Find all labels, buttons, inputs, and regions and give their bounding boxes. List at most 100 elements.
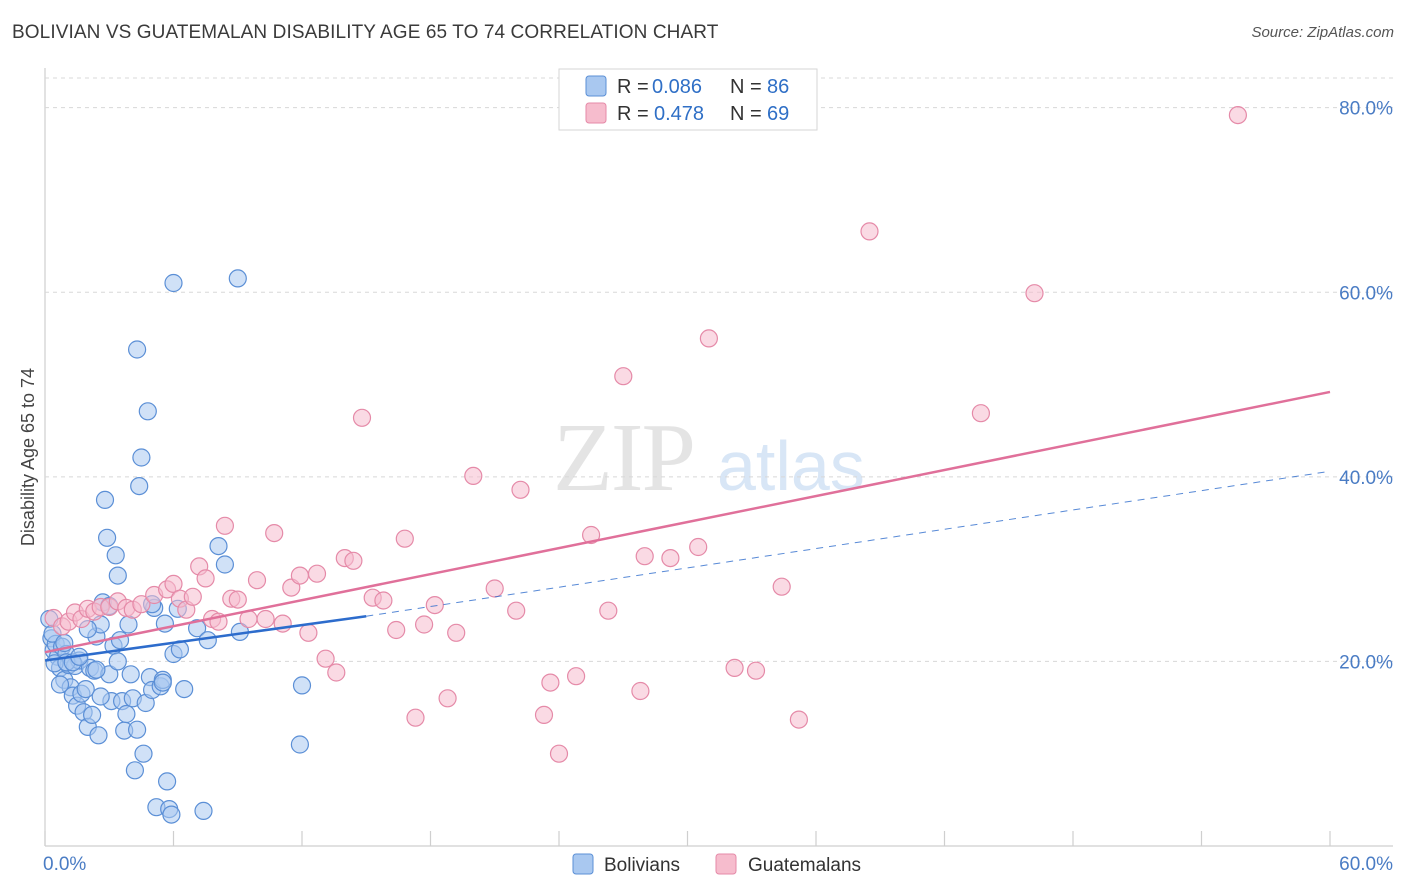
guatemalan-point-43 [395, 529, 414, 548]
y-tick-label-20: 20.0% [1339, 652, 1393, 673]
guatemalan-point-64 [699, 329, 719, 348]
guatemalan-point-71 [1025, 284, 1044, 303]
guatemalan-point-49 [464, 466, 483, 485]
gridlines [45, 77, 1393, 662]
guatemalan-point-68 [789, 710, 809, 729]
y-tick-label-80: 80.0% [1339, 99, 1393, 120]
bolivian-point-79 [87, 660, 106, 679]
guatemalan-point-65 [725, 658, 744, 678]
bolivian-point-85 [50, 675, 70, 694]
bolivian-point-32 [108, 566, 127, 585]
guatemalan-point-53 [534, 705, 554, 725]
x-tick-marks [44, 831, 1331, 846]
watermark: ZIP atlas [553, 404, 865, 512]
stats-legend-r-value-guatemalan: 0.478 [654, 103, 704, 125]
stats-legend-n-label-guatemalan: N = [730, 103, 762, 125]
legend-label-bolivians[interactable]: Bolivians [604, 855, 680, 876]
bolivian-trend-extension [366, 470, 1331, 617]
bolivian-point-41 [128, 720, 147, 739]
guatemalan-point-72 [1228, 105, 1248, 125]
bolivian-point-38 [121, 665, 140, 684]
stats-legend-swatch-bolivian [585, 75, 607, 97]
y-tick-label-60: 60.0% [1339, 283, 1393, 304]
y-tick-label-40: 40.0% [1339, 468, 1393, 489]
guatemalan-point-46 [425, 595, 444, 615]
trend-lines [44, 390, 1331, 662]
stats-legend-n-value-guatemalan: 69 [767, 103, 789, 125]
legend-swatch-bolivians[interactable] [572, 853, 594, 875]
bolivian-point-36 [117, 704, 136, 724]
guatemalan-point-62 [661, 548, 680, 568]
guatemalan-point-48 [447, 623, 466, 642]
guatemalan-point-59 [614, 367, 633, 386]
bolivian-point-61 [188, 619, 207, 638]
guatemalan-point-29 [265, 523, 284, 543]
guatemalan-point-12 [132, 595, 151, 614]
guatemalan-point-35 [316, 649, 335, 668]
x-tick-label-max: 60.0% [1339, 854, 1393, 875]
guatemalan-point-63 [689, 537, 708, 557]
stats-legend: R = 0.086 N = 86 R = 0.478 N = 69 [558, 68, 818, 131]
bolivian-point-71 [292, 676, 312, 695]
watermark-zip: ZIP [553, 404, 694, 512]
guatemalan-point-44 [406, 708, 425, 727]
guatemalan-point-70 [971, 404, 991, 423]
bolivian-point-54 [158, 772, 177, 791]
bolivian-point-27 [97, 528, 117, 547]
stats-legend-n-label-bolivian: N = [730, 76, 762, 98]
bolivian-point-33 [110, 631, 130, 650]
stats-legend-r-label-bolivian: R = [617, 76, 649, 98]
guatemalan-point-38 [344, 551, 363, 570]
stats-legend-r-value-bolivian: 0.086 [652, 76, 702, 98]
guatemalan-point-69 [860, 222, 879, 241]
bolivian-point-67 [128, 340, 147, 359]
guatemalan-point-51 [507, 601, 526, 620]
bolivian-point-63 [198, 631, 217, 650]
bolivian-points [40, 269, 312, 824]
source-credit: Source: ZipAtlas.com [1251, 24, 1394, 41]
stats-legend-r-label-guatemalan: R = [617, 103, 649, 125]
guatemalan-point-45 [415, 615, 434, 634]
guatemalan-point-52 [511, 480, 530, 499]
stats-legend-n-value-bolivian: 86 [767, 76, 789, 98]
bolivian-point-62 [194, 801, 213, 821]
guatemalan-point-54 [541, 673, 560, 692]
bolivian-point-60 [175, 679, 194, 699]
legend-swatch-guatemalans[interactable] [715, 853, 737, 875]
guatemalan-point-50 [485, 579, 504, 598]
bolivian-point-40 [125, 761, 144, 780]
bolivian-point-31 [106, 546, 125, 565]
bolivian-point-56 [162, 805, 181, 824]
bolivian-point-17 [76, 679, 95, 699]
guatemalan-point-56 [566, 667, 586, 686]
bolivian-point-70 [290, 735, 309, 754]
bolivian-trend-line [44, 614, 367, 662]
chart-title: BOLIVIAN VS GUATEMALAN DISABILITY AGE 65… [12, 22, 719, 43]
bolivian-point-43 [132, 448, 151, 467]
guatemalan-point-47 [438, 689, 457, 708]
guatemalan-point-42 [387, 620, 406, 640]
bolivian-point-64 [209, 536, 228, 556]
bolivian-point-68 [164, 273, 183, 293]
guatemalan-point-58 [599, 601, 618, 620]
bolivian-point-46 [138, 402, 157, 421]
guatemalan-point-67 [772, 577, 791, 596]
guatemalan-point-28 [256, 609, 275, 629]
guatemalan-point-57 [581, 525, 601, 545]
bolivian-point-44 [134, 744, 153, 763]
x-tick-label-min: 0.0% [43, 854, 86, 875]
guatemalan-point-55 [549, 744, 569, 763]
bolivian-point-80 [91, 687, 110, 706]
bolivian-point-82 [108, 652, 127, 671]
bolivian-point-65 [215, 555, 234, 574]
stats-legend-swatch-guatemalan [585, 102, 607, 124]
guatemalan-point-36 [327, 663, 346, 682]
guatemalan-point-23 [215, 516, 234, 535]
guatemalan-point-34 [307, 564, 327, 583]
guatemalan-point-41 [374, 591, 393, 610]
bolivian-point-42 [130, 477, 149, 496]
guatemalan-point-32 [290, 566, 309, 585]
bolivian-point-84 [153, 673, 172, 692]
legend-label-guatemalans[interactable]: Guatemalans [748, 855, 861, 876]
